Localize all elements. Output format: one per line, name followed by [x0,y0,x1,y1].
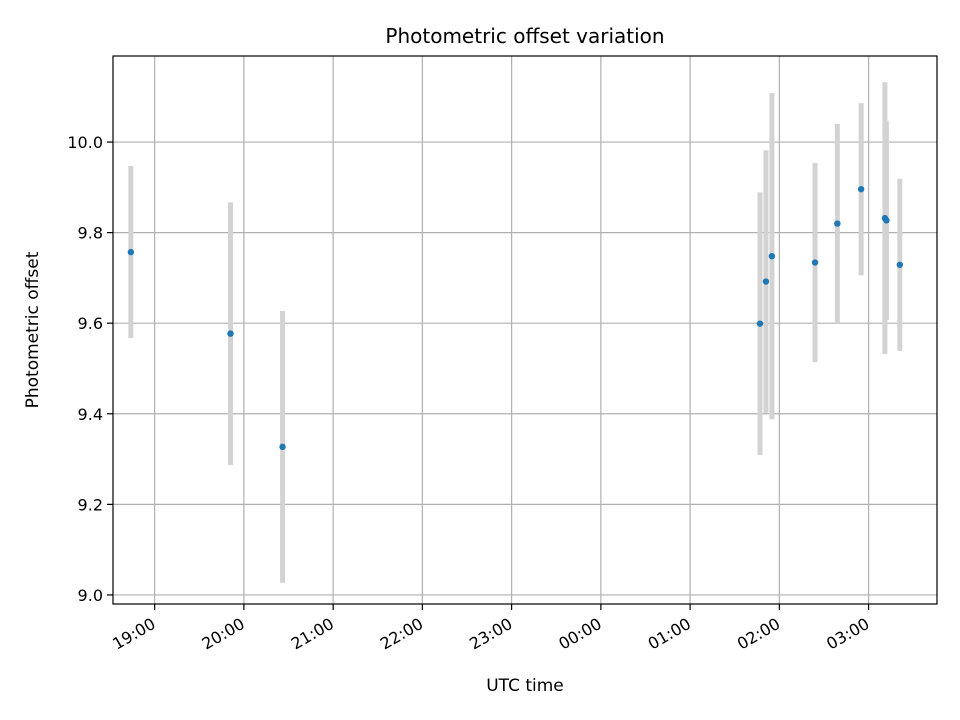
data-point [756,320,764,327]
data-points [127,185,904,451]
plot-area-frame [112,55,938,605]
y-tick-label: 9.8 [78,224,103,243]
data-point [768,252,776,260]
data-point [279,443,286,451]
data-point [896,261,904,268]
data-point [811,259,819,266]
data-point [762,278,770,285]
y-axis-ticks: 9.0 9.2 9.4 9.6 9.8 10.0 [67,133,113,605]
data-point [127,248,135,256]
data-point [834,220,841,227]
y-tick-label: 9.0 [78,586,103,605]
x-axis-label: UTC time [486,676,564,696]
chart-title: Photometric offset variation [385,24,664,48]
grid [113,56,937,604]
y-axis-label: Photometric offset [23,251,43,408]
data-point [857,185,865,193]
y-tick-label: 9.4 [78,405,103,424]
y-tick-label: 9.6 [78,314,103,333]
data-point [227,330,234,337]
y-tick-label: 10.0 [67,133,103,152]
y-tick-label: 9.2 [78,495,103,514]
data-point [883,217,890,224]
